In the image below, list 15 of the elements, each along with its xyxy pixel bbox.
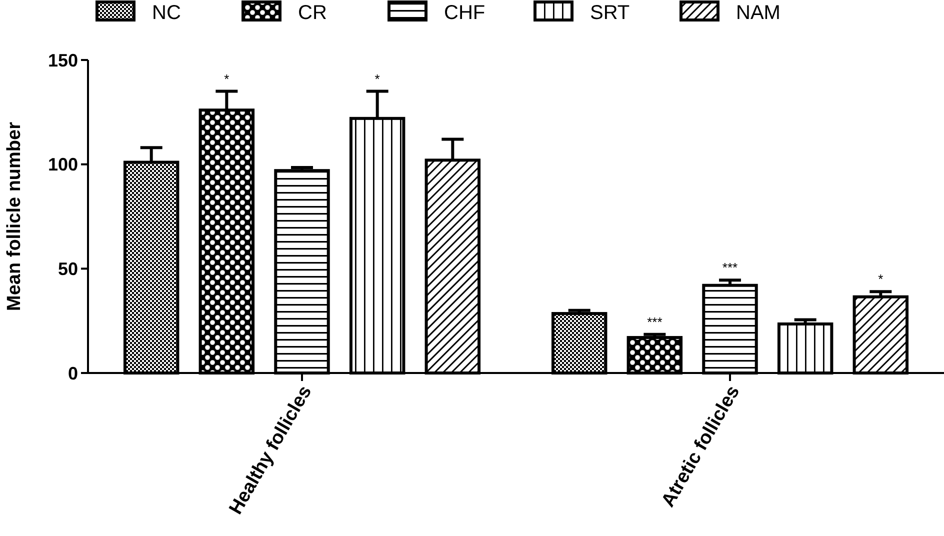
- y-tick-label: 150: [48, 50, 78, 70]
- legend-label: CR: [298, 2, 327, 24]
- data-label: *: [878, 272, 884, 287]
- data-label: ***: [647, 314, 662, 330]
- data-label: *: [224, 71, 230, 86]
- legend-label: CHF: [444, 2, 486, 24]
- data-label: ***: [722, 260, 738, 276]
- y-tick-label: 50: [58, 258, 78, 279]
- y-tick-label: 100: [48, 154, 78, 175]
- y-axis-title: Mean follicle number: [4, 121, 25, 311]
- legend-label: SRT: [590, 2, 630, 24]
- data-label: *: [374, 71, 380, 86]
- legend-label: NC: [152, 2, 181, 24]
- y-tick-label: 0: [68, 363, 78, 384]
- legend-label: NAM: [736, 2, 780, 24]
